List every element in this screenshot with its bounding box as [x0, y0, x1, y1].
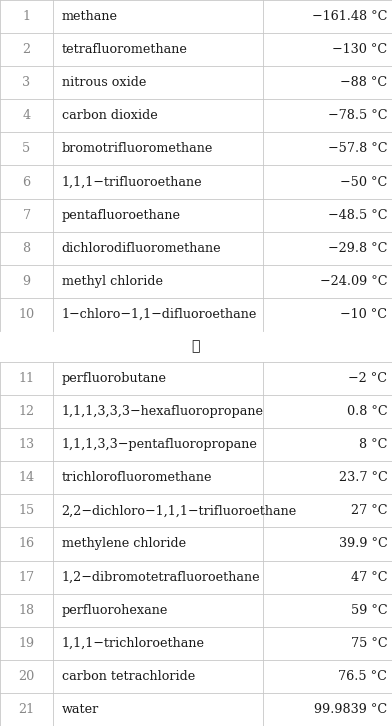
Text: −78.5 °C: −78.5 °C	[328, 110, 387, 122]
Text: 7: 7	[22, 208, 31, 221]
Text: 1,1,1−trifluoroethane: 1,1,1−trifluoroethane	[62, 176, 202, 189]
Text: 76.5 °C: 76.5 °C	[338, 670, 387, 683]
Text: trichlorofluoromethane: trichlorofluoromethane	[62, 471, 212, 484]
Text: 8 °C: 8 °C	[359, 439, 387, 451]
Text: 1,1,1,3,3−pentafluoropropane: 1,1,1,3,3−pentafluoropropane	[62, 439, 258, 451]
Text: perfluorobutane: perfluorobutane	[62, 372, 167, 385]
Text: −29.8 °C: −29.8 °C	[328, 242, 387, 255]
Text: ⋮: ⋮	[192, 340, 200, 354]
Text: 5: 5	[22, 142, 31, 155]
Text: 4: 4	[22, 110, 31, 122]
Text: pentafluoroethane: pentafluoroethane	[62, 208, 181, 221]
Text: 19: 19	[18, 637, 34, 650]
Text: methyl chloride: methyl chloride	[62, 275, 163, 287]
Text: −88 °C: −88 °C	[340, 76, 387, 89]
Text: 9: 9	[22, 275, 31, 287]
Text: 11: 11	[18, 372, 34, 385]
Text: 1−chloro−1,1−difluoroethane: 1−chloro−1,1−difluoroethane	[62, 308, 257, 321]
Text: 15: 15	[18, 505, 34, 518]
Text: 2,2−dichloro−1,1,1−trifluoroethane: 2,2−dichloro−1,1,1−trifluoroethane	[62, 505, 297, 518]
Text: 99.9839 °C: 99.9839 °C	[314, 703, 387, 716]
Text: 18: 18	[18, 604, 34, 616]
Text: 59 °C: 59 °C	[351, 604, 387, 616]
Text: 8: 8	[22, 242, 31, 255]
Text: 0.8 °C: 0.8 °C	[347, 405, 387, 418]
Text: 1,1,1−trichloroethane: 1,1,1−trichloroethane	[62, 637, 205, 650]
Text: 2: 2	[22, 43, 31, 56]
Text: 10: 10	[18, 308, 34, 321]
Text: −161.48 °C: −161.48 °C	[312, 10, 387, 23]
Text: 75 °C: 75 °C	[351, 637, 387, 650]
Text: nitrous oxide: nitrous oxide	[62, 76, 146, 89]
Text: 47 °C: 47 °C	[351, 571, 387, 584]
Text: −57.8 °C: −57.8 °C	[328, 142, 387, 155]
Text: perfluorohexane: perfluorohexane	[62, 604, 168, 616]
Text: 1,1,1,3,3,3−hexafluoropropane: 1,1,1,3,3,3−hexafluoropropane	[62, 405, 263, 418]
Text: −24.09 °C: −24.09 °C	[320, 275, 387, 287]
Text: 17: 17	[18, 571, 34, 584]
Text: 13: 13	[18, 439, 34, 451]
Text: 39.9 °C: 39.9 °C	[339, 537, 387, 550]
Text: 6: 6	[22, 176, 31, 189]
Text: 14: 14	[18, 471, 34, 484]
Text: 3: 3	[22, 76, 31, 89]
Text: dichlorodifluoromethane: dichlorodifluoromethane	[62, 242, 221, 255]
Text: methylene chloride: methylene chloride	[62, 537, 186, 550]
Text: 16: 16	[18, 537, 34, 550]
Text: bromotrifluoromethane: bromotrifluoromethane	[62, 142, 213, 155]
Text: −50 °C: −50 °C	[340, 176, 387, 189]
Text: 21: 21	[18, 703, 34, 716]
Text: 12: 12	[18, 405, 34, 418]
Text: tetrafluoromethane: tetrafluoromethane	[62, 43, 187, 56]
Text: −10 °C: −10 °C	[340, 308, 387, 321]
Text: 20: 20	[18, 670, 34, 683]
Text: −130 °C: −130 °C	[332, 43, 387, 56]
Text: water: water	[62, 703, 99, 716]
Text: methane: methane	[62, 10, 118, 23]
Text: −2 °C: −2 °C	[348, 372, 387, 385]
Text: carbon dioxide: carbon dioxide	[62, 110, 157, 122]
Text: 1: 1	[22, 10, 31, 23]
Text: 27 °C: 27 °C	[351, 505, 387, 518]
Text: carbon tetrachloride: carbon tetrachloride	[62, 670, 195, 683]
Text: 1,2−dibromotetrafluoroethane: 1,2−dibromotetrafluoroethane	[62, 571, 260, 584]
Text: 23.7 °C: 23.7 °C	[339, 471, 387, 484]
Text: −48.5 °C: −48.5 °C	[328, 208, 387, 221]
